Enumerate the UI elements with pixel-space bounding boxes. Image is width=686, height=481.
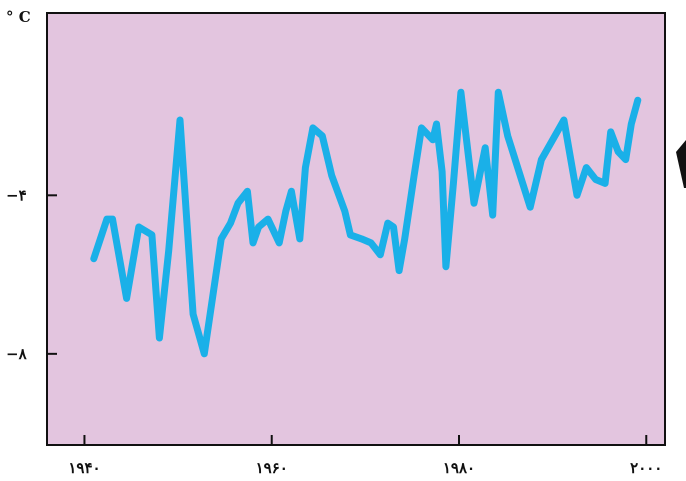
x-tick-label: ۲۰۰۰	[630, 459, 662, 477]
y-tick-label: −۸	[6, 345, 28, 363]
temperature-series-line	[90, 88, 642, 358]
y-axis: −۴ −۸	[6, 186, 57, 363]
plot-area	[46, 12, 666, 446]
decorative-corner-shape	[676, 140, 686, 188]
x-axis: ۱۹۴۰ ۱۹۶۰ ۱۹۸۰ ۲۰۰۰	[68, 435, 662, 477]
x-tick-label: ۱۹۶۰	[256, 459, 288, 477]
x-tick-label: ۱۹۸۰	[443, 459, 475, 477]
x-tick-label: ۱۹۴۰	[68, 459, 100, 477]
y-axis-unit-label: ° C	[6, 8, 31, 26]
y-tick-label: −۴	[6, 186, 27, 204]
